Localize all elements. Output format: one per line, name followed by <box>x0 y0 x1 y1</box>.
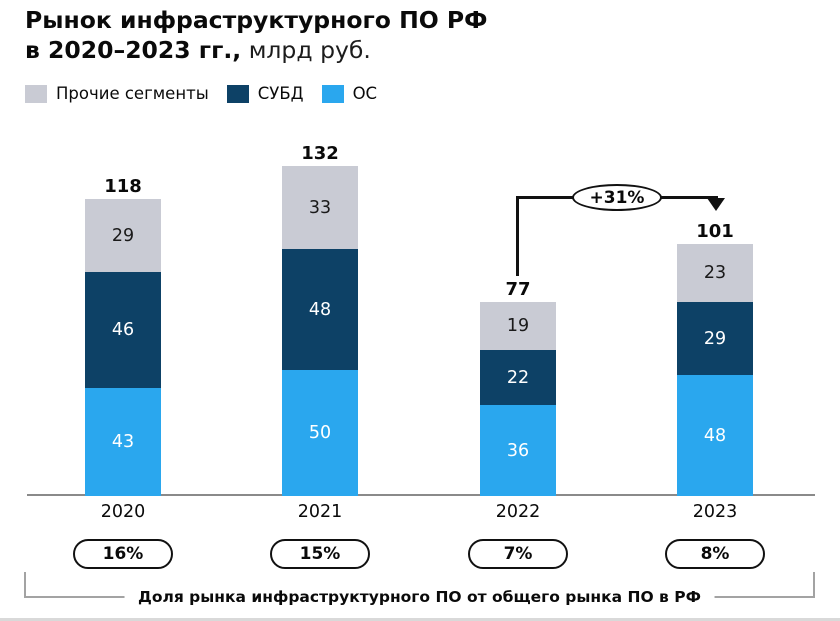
share-pill-2023: 8% <box>665 539 765 569</box>
share-bracket-label: Доля рынка инфраструктурного ПО от общег… <box>124 587 715 606</box>
bar-segment-2021-Прочие сегменты: 33 <box>282 166 358 249</box>
bar-total-label: 77 <box>505 279 531 300</box>
bar-segment-value: 22 <box>506 367 530 388</box>
legend-swatch-icon <box>226 84 249 103</box>
legend-swatch-icon <box>25 84 47 103</box>
title-line-2-period: в 2020–2023 гг., <box>25 35 242 64</box>
bar-segment-value: 33 <box>308 197 332 218</box>
legend-label: ОС <box>352 84 378 103</box>
bar-segment-2020-Прочие сегменты: 29 <box>85 199 161 272</box>
bottom-edge-line <box>0 618 840 621</box>
legend-label: Прочие сегменты <box>56 84 209 103</box>
share-bracket: Доля рынка инфраструктурного ПО от общег… <box>24 572 815 606</box>
legend-item-0: Прочие сегменты <box>25 84 209 103</box>
bar-segment-2020-ОС: 43 <box>85 388 161 496</box>
bar-segment-2020-СУБД: 46 <box>85 272 161 388</box>
bar-segment-2023-СУБД: 29 <box>677 302 753 375</box>
title-line-2: в 2020–2023 гг., млрд руб. <box>25 36 487 66</box>
growth-badge: +31% <box>572 184 662 211</box>
x-axis-tick-label: 2023 <box>692 502 738 522</box>
legend-swatch-icon <box>321 84 344 103</box>
bar-segment-2023-Прочие сегменты: 23 <box>677 244 753 302</box>
bar-segment-2022-ОС: 36 <box>480 405 556 496</box>
legend: Прочие сегменты СУБД ОС <box>25 84 377 103</box>
x-axis-line <box>27 494 815 496</box>
bar-segment-value: 29 <box>703 328 727 349</box>
bar-segment-value: 43 <box>111 432 135 452</box>
bar-segment-value: 48 <box>703 425 727 446</box>
bar-total-label: 118 <box>104 176 142 197</box>
growth-arrow-vertical-line <box>516 196 519 276</box>
growth-arrowhead-icon <box>707 198 725 211</box>
bar-segment-value: 48 <box>308 299 332 320</box>
bar-segment-2022-СУБД: 22 <box>480 350 556 405</box>
bar-total-label: 101 <box>696 221 734 242</box>
bar-segment-2021-СУБД: 48 <box>282 249 358 370</box>
bar-segment-2022-Прочие сегменты: 19 <box>480 302 556 350</box>
legend-item-1: СУБД <box>226 84 304 103</box>
legend-label: СУБД <box>257 84 304 103</box>
bar-segment-value: 19 <box>506 316 530 336</box>
bar-segment-value: 36 <box>506 440 530 461</box>
x-axis-tick-label: 2020 <box>100 502 146 522</box>
chart-title: Рынок инфраструктурного ПО РФ в 2020–202… <box>25 6 487 66</box>
share-pill-2020: 16% <box>73 539 173 569</box>
bar-segment-2023-ОС: 48 <box>677 375 753 496</box>
title-line-1: Рынок инфраструктурного ПО РФ <box>25 6 488 34</box>
share-pill-2021: 15% <box>270 539 370 569</box>
title-line-2-unit: млрд руб. <box>241 35 371 64</box>
bar-segment-value: 23 <box>703 263 727 283</box>
x-axis-tick-label: 2022 <box>495 502 541 522</box>
share-pill-2022: 7% <box>468 539 568 569</box>
bar-segment-value: 50 <box>308 423 332 443</box>
x-axis-tick-label: 2021 <box>297 502 343 522</box>
bar-segment-value: 29 <box>111 225 135 246</box>
legend-item-2: ОС <box>321 84 378 103</box>
bar-segment-2021-ОС: 50 <box>282 370 358 496</box>
bar-total-label: 132 <box>301 143 339 164</box>
bar-segment-value: 46 <box>111 320 135 340</box>
